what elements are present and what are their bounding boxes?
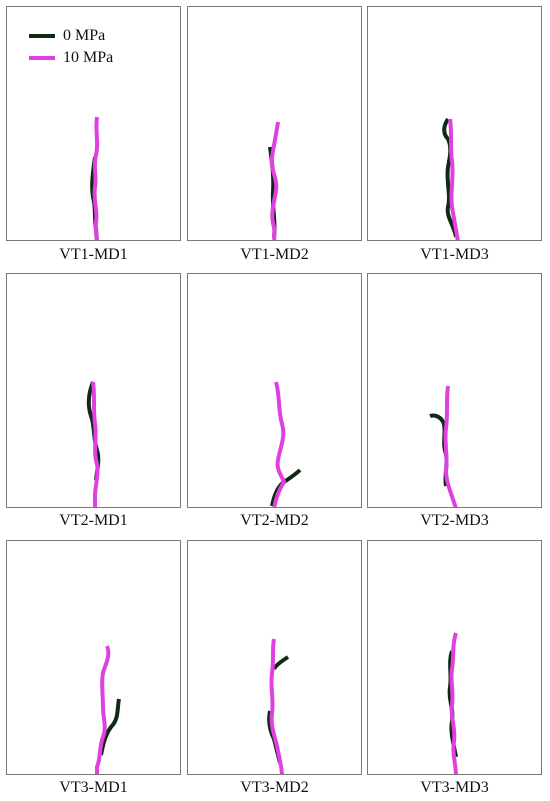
caption-vt3-md3: VT3-MD3 xyxy=(367,779,542,797)
crack-path-10mpa xyxy=(445,386,456,508)
panel-vt2-md3 xyxy=(367,273,542,508)
caption-vt3-md2: VT3-MD2 xyxy=(187,779,362,797)
caption-vt1-md3: VT1-MD3 xyxy=(367,246,542,264)
crack-paths-vt3-md2 xyxy=(188,541,362,775)
legend-label-0mpa: 0 MPa xyxy=(63,27,105,45)
panel-vt2-md2 xyxy=(187,273,362,508)
crack-path-10mpa xyxy=(95,117,98,241)
panel-vt3-md3 xyxy=(367,540,542,775)
crack-paths-vt1-md2 xyxy=(188,7,362,241)
panel-vt3-md2 xyxy=(187,540,362,775)
panel-vt1-md2 xyxy=(187,6,362,241)
legend-swatch-0mpa xyxy=(29,34,55,38)
caption-vt3-md1: VT3-MD1 xyxy=(6,779,181,797)
crack-path-10mpa xyxy=(93,382,98,508)
caption-vt2-md3: VT2-MD3 xyxy=(367,512,542,530)
legend-item-0mpa: 0 MPa xyxy=(29,25,113,47)
crack-paths-vt2-md2 xyxy=(188,274,362,508)
panel-vt2-md1 xyxy=(6,273,181,508)
crack-paths-vt3-md3 xyxy=(368,541,542,775)
crack-path-10mpa xyxy=(271,639,282,775)
crack-path-0mpa xyxy=(430,415,447,486)
legend-label-10mpa: 10 MPa xyxy=(63,49,113,67)
crack-path-10mpa xyxy=(97,646,108,775)
caption-vt1-md2: VT1-MD2 xyxy=(187,246,362,264)
crack-paths-vt1-md3 xyxy=(368,7,542,241)
caption-vt2-md2: VT2-MD2 xyxy=(187,512,362,530)
crack-path-10mpa xyxy=(451,633,456,775)
panel-vt1-md1: 0 MPa 10 MPa xyxy=(6,6,181,241)
caption-vt1-md1: VT1-MD1 xyxy=(6,246,181,264)
caption-vt2-md1: VT2-MD1 xyxy=(6,512,181,530)
legend-item-10mpa: 10 MPa xyxy=(29,47,113,69)
crack-paths-vt2-md1 xyxy=(7,274,181,508)
panel-vt3-md1 xyxy=(6,540,181,775)
legend: 0 MPa 10 MPa xyxy=(29,25,113,69)
panel-vt1-md3 xyxy=(367,6,542,241)
crack-paths-vt2-md3 xyxy=(368,274,542,508)
crack-paths-vt3-md1 xyxy=(7,541,181,775)
legend-swatch-10mpa xyxy=(29,56,55,60)
